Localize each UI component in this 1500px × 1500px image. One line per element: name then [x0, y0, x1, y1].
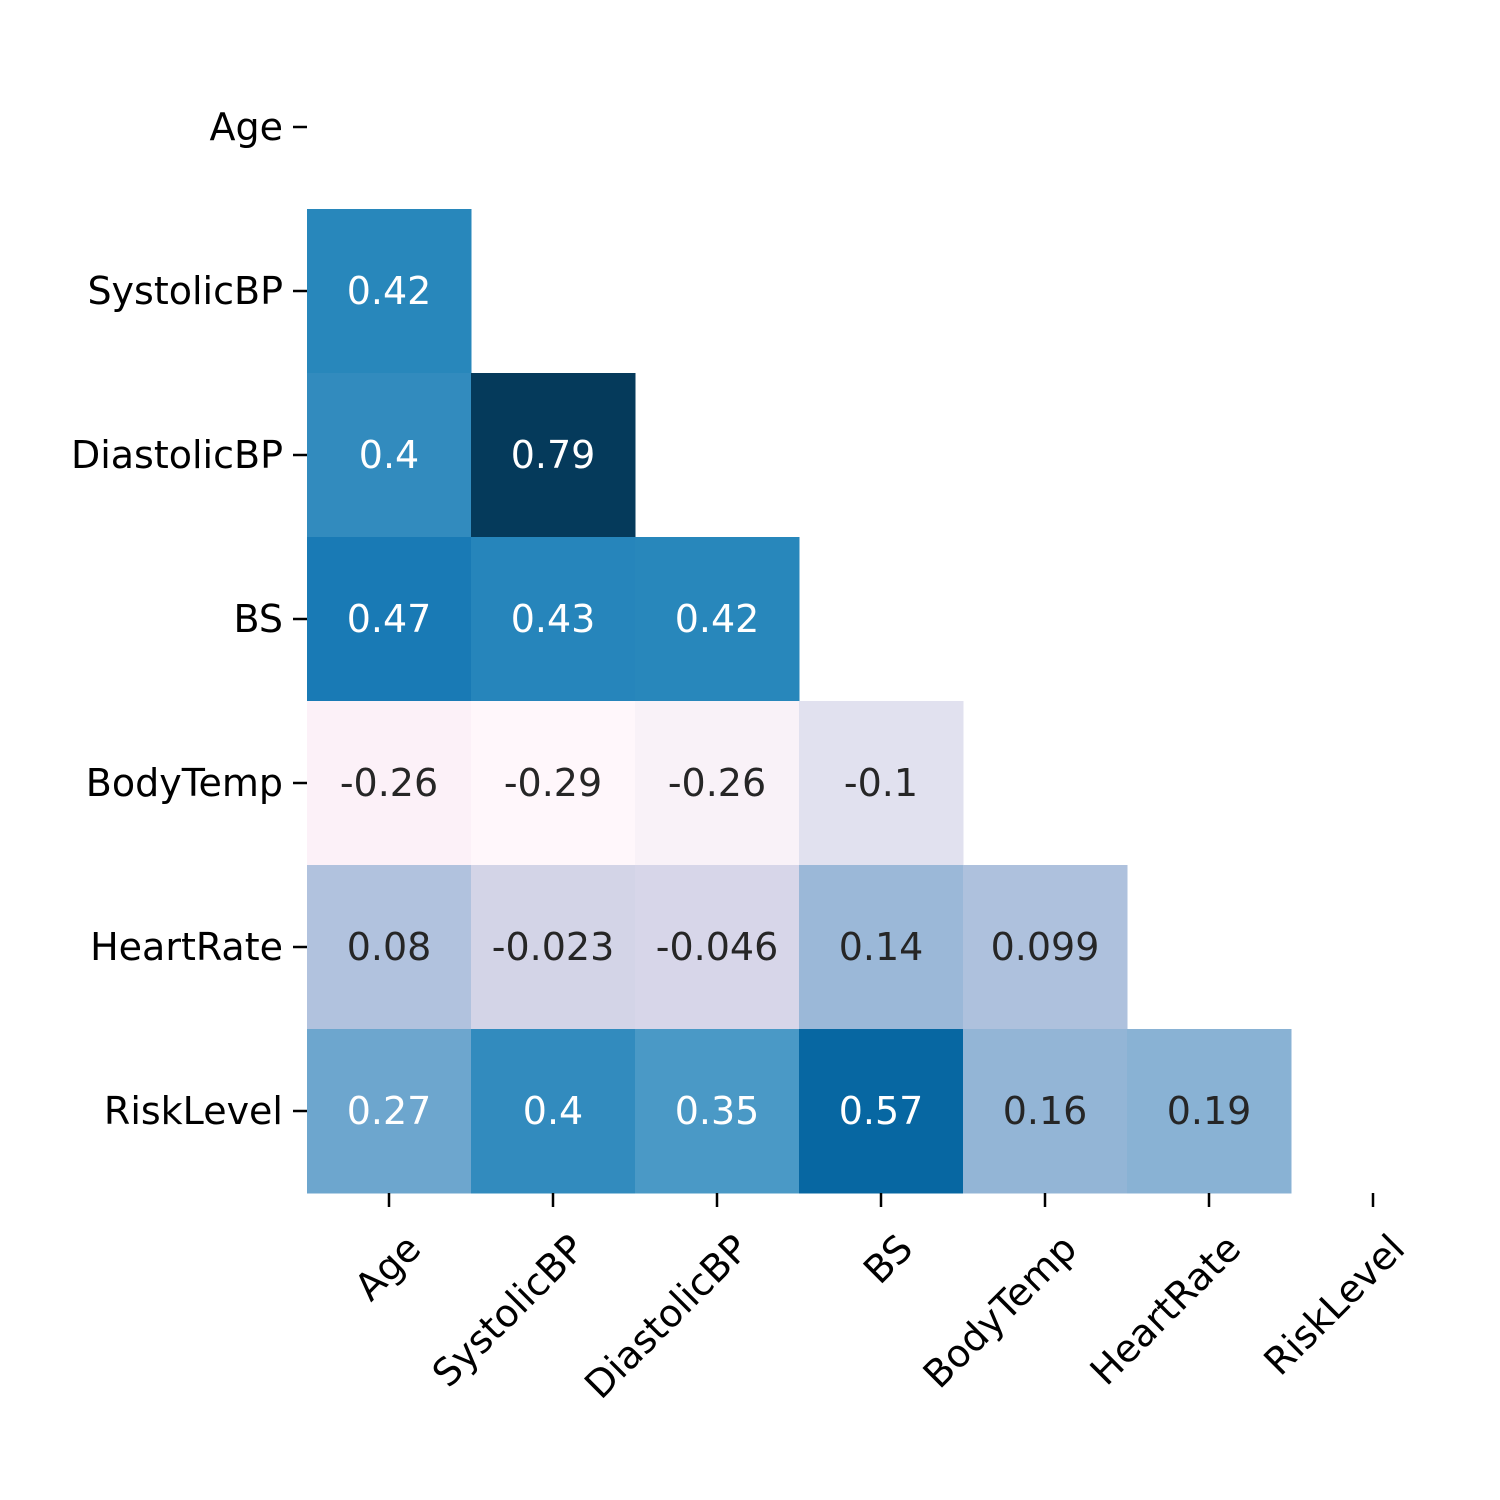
cell-value-risklevel-heartrate: 0.19 [1167, 1089, 1252, 1133]
x-tick-label-bodytemp: BodyTemp [915, 1226, 1086, 1397]
cell-value-risklevel-bodytemp: 0.16 [1003, 1089, 1088, 1133]
y-tick-label-bodytemp: BodyTemp [86, 761, 283, 805]
heatmap-cell-bodytemp-age [307, 701, 472, 866]
cell-value-bodytemp-diastolicbp: -0.26 [668, 761, 766, 805]
heatmap-cell-risklevel-bodytemp [963, 1029, 1128, 1194]
heatmap-cell-diastolicbp-age [307, 373, 472, 538]
heatmap-cell-risklevel-systolicbp [471, 1029, 636, 1194]
x-tick-label-systolicbp: SystolicBP [424, 1226, 593, 1395]
heatmap-cell-heartrate-diastolicbp [635, 865, 800, 1030]
cell-value-risklevel-diastolicbp: 0.35 [675, 1089, 760, 1133]
cell-value-bodytemp-systolicbp: -0.29 [504, 761, 602, 805]
y-tick-label-bs: BS [233, 597, 283, 641]
cell-value-heartrate-bodytemp: 0.099 [991, 925, 1100, 969]
cell-value-diastolicbp-age: 0.4 [359, 433, 419, 477]
heatmap-cell-heartrate-bs [799, 865, 964, 1030]
heatmap-cell-heartrate-systolicbp [471, 865, 636, 1030]
heatmap-cell-risklevel-diastolicbp [635, 1029, 800, 1194]
heatmap-cell-risklevel-bs [799, 1029, 964, 1194]
x-tick-label-heartrate: HeartRate [1082, 1226, 1250, 1394]
cell-value-risklevel-bs: 0.57 [839, 1089, 924, 1133]
cell-value-heartrate-bs: 0.14 [839, 925, 924, 969]
y-tick-label-diastolicbp: DiastolicBP [71, 433, 283, 477]
heatmap-cell-heartrate-age [307, 865, 472, 1030]
x-tick-label-diastolicbp: DiastolicBP [576, 1226, 757, 1407]
cell-value-bodytemp-bs: -0.1 [844, 761, 918, 805]
x-tick-label-age: Age [346, 1226, 429, 1309]
cell-value-risklevel-systolicbp: 0.4 [523, 1089, 583, 1133]
heatmap-cell-bs-diastolicbp [635, 537, 800, 702]
heatmap-cell-diastolicbp-systolicbp [471, 373, 636, 538]
heatmap-cell-risklevel-heartrate [1127, 1029, 1292, 1194]
cell-value-bodytemp-age: -0.26 [340, 761, 438, 805]
y-tick-label-systolicbp: SystolicBP [87, 269, 283, 313]
y-axis: Age SystolicBP DiastolicBP BS BodyTemp HeartR… [71, 105, 307, 1133]
heatmap-cell-risklevel-age [307, 1029, 472, 1194]
heatmap-cell-heartrate-bodytemp [963, 865, 1128, 1030]
heatmap-cell-bodytemp-bs [799, 701, 964, 866]
heatmap-cell-systolicbp-age [307, 209, 472, 374]
cell-value-diastolicbp-systolicbp: 0.79 [511, 433, 596, 477]
heatmap-cells [307, 209, 1292, 1194]
y-tick-label-age: Age [210, 105, 284, 149]
x-tick-label-bs: BS [855, 1226, 921, 1292]
heatmap-cell-bs-age [307, 537, 472, 702]
cell-value-bs-age: 0.47 [347, 597, 432, 641]
heatmap-annotations: 0.42 0.4 0.79 0.47 0.43 0.42 -0.26 -0.29 -0.26 -0… [340, 269, 1251, 1133]
cell-value-risklevel-age: 0.27 [347, 1089, 432, 1133]
cell-value-heartrate-diastolicbp: -0.046 [656, 925, 779, 969]
heatmap-cell-bodytemp-diastolicbp [635, 701, 800, 866]
y-tick-label-risklevel: RiskLevel [104, 1089, 283, 1133]
x-tick-label-risklevel: RiskLevel [1255, 1226, 1413, 1384]
cell-value-bs-systolicbp: 0.43 [511, 597, 596, 641]
heatmap-cell-bodytemp-systolicbp [471, 701, 636, 866]
cell-value-systolicbp-age: 0.42 [347, 269, 432, 313]
y-tick-label-heartrate: HeartRate [90, 925, 283, 969]
cell-value-heartrate-age: 0.08 [347, 925, 432, 969]
cell-value-heartrate-systolicbp: -0.023 [492, 925, 615, 969]
heatmap-cell-bs-systolicbp [471, 537, 636, 702]
cell-value-bs-diastolicbp: 0.42 [675, 597, 760, 641]
